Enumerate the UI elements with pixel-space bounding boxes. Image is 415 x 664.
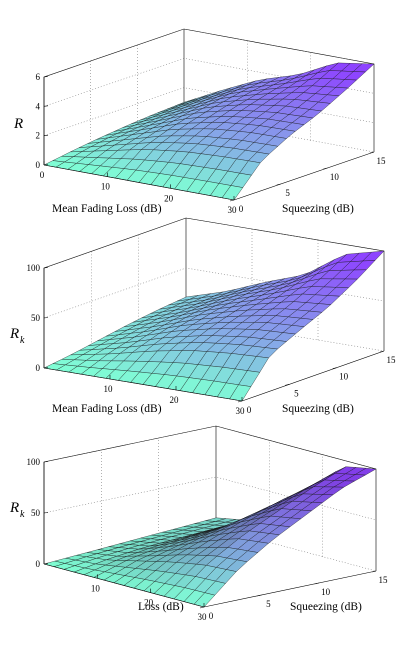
x-tick-label: 20 [170,395,180,405]
z-tick [43,367,49,369]
x-axis-label: Mean Fading Loss (dB) [52,403,162,415]
y-tick-label: 15 [377,156,387,166]
y-tick [332,367,337,369]
y-tick [276,183,281,186]
z-axis-label: R [9,500,19,516]
y-tick [237,400,243,403]
z-axis-label-subscript: k [20,509,25,520]
y-tick [314,582,319,585]
y-axis-label: Squeezing (dB) [282,203,354,215]
z-tick [43,512,49,514]
y-axis-line [203,570,377,608]
z-tick [43,563,49,565]
y-tick-label: 0 [239,204,244,214]
z-tick-label: 100 [27,263,41,273]
z-gridline [43,217,385,269]
y-tick-label: 0 [209,611,214,621]
z-tick-label: 2 [36,131,41,141]
y-axis-label: Squeezing (dB) [290,601,362,613]
surface [43,250,385,402]
z-tick [43,461,49,463]
z-tick-label: 100 [27,457,41,467]
y-tick-label: 0 [247,405,252,415]
z-tick-label: 0 [36,160,41,170]
y-tick-label: 10 [339,372,349,382]
y-axis-line [233,151,375,201]
y-tick-label: 10 [321,587,331,597]
z-tick [43,76,49,78]
y-tick [323,167,328,170]
z-axis-label-subscript: k [20,335,25,346]
y-tick [379,350,385,353]
z-tick-label: 50 [31,508,41,518]
z-tick-label: 4 [36,101,41,111]
x-tick-label: 20 [164,193,174,203]
z-tick [43,164,49,166]
z-gridline [43,267,385,319]
x-axis-line [43,563,205,608]
y-tick-label: 5 [266,599,271,609]
z-axis-label: R [9,326,19,342]
z-tick [43,134,49,136]
x-tick-label: 10 [91,583,101,593]
y-axis-line [241,350,385,402]
x-tick-label: 30 [198,612,208,622]
y-tick-label: 15 [379,575,389,585]
z-tick-label: 0 [36,363,41,373]
y-tick-label: 5 [285,188,290,198]
z-tick-label: 0 [36,559,41,569]
z-tick [43,317,49,319]
x-tick-label: 10 [101,182,111,192]
z-tick [43,267,49,269]
z-gridline [43,425,377,470]
y-tick [229,199,235,202]
y-tick [257,594,262,597]
x-tick-label: 30 [228,205,238,215]
x-tick-label: 20 [144,598,154,608]
y-tick-label: 5 [294,388,299,398]
x-axis-label: Mean Fading Loss (dB) [52,203,162,215]
z-tick-label: 50 [31,313,41,323]
y-axis-label: Squeezing (dB) [282,403,354,415]
y-tick [199,606,205,609]
x-axis-line [43,367,243,402]
y-tick [369,151,375,154]
y-tick [285,384,290,386]
x-tick-label: 30 [236,406,246,416]
y-tick-label: 15 [387,355,397,365]
x-axis-line [43,164,235,201]
z-tick-label: 6 [36,72,41,82]
x-axis-label: Loss (dB) [138,601,184,613]
surface [43,62,375,201]
z-axis-label: R [13,116,23,132]
x-tick-label: 0 [40,170,45,180]
y-tick-label: 10 [330,172,340,182]
z-tick [43,105,49,107]
surface [43,466,377,608]
x-tick-label: 10 [104,384,114,394]
y-tick [371,570,377,573]
